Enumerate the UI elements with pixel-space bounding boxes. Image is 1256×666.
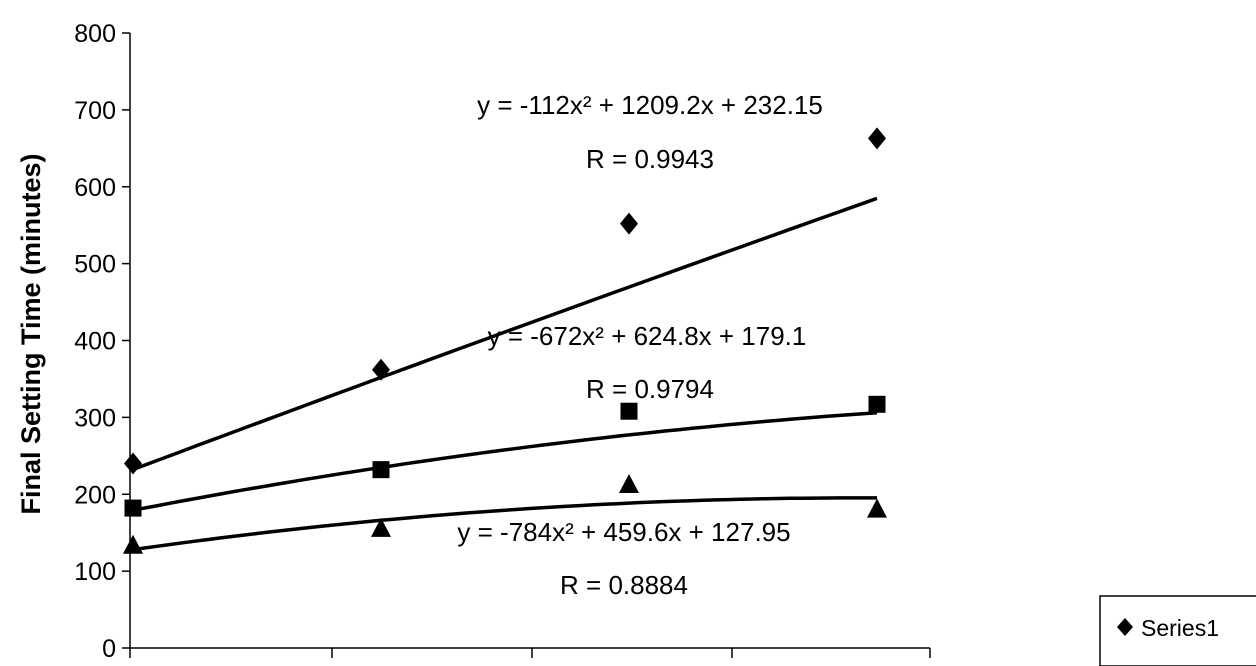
data-point-diamond	[620, 212, 638, 235]
markers	[123, 127, 887, 554]
y-tick-label: 200	[74, 481, 116, 509]
data-point-square	[868, 395, 886, 413]
trendlines	[132, 196, 878, 552]
legend-label-series1: Series1	[1141, 615, 1219, 641]
y-tick-label: 600	[74, 174, 116, 202]
data-point-diamond	[868, 127, 886, 150]
trendline-r-value-2: R = 0.9794	[586, 374, 714, 404]
trendline-1	[132, 196, 878, 472]
trendline-equations: y = -112x² + 1209.2x + 232.15 R = 0.9943 y…	[457, 90, 822, 600]
legend-diamond-icon	[1117, 618, 1133, 636]
data-point-triangle	[123, 534, 143, 554]
trendline-equation-2: y = -672x² + 624.8x + 179.1	[488, 321, 807, 351]
y-tick-label: 100	[74, 558, 116, 586]
data-point-square	[124, 499, 142, 517]
y-axis-label: Final Setting Time (minutes)	[16, 153, 46, 514]
trendline-equation-1: y = -112x² + 1209.2x + 232.15	[477, 90, 823, 120]
y-tick-label: 500	[74, 251, 116, 279]
data-point-triangle	[371, 517, 391, 537]
y-tick-label: 700	[74, 97, 116, 125]
data-point-diamond	[124, 452, 142, 475]
y-tick-label: 400	[74, 328, 116, 356]
y-tick-label: 800	[74, 20, 116, 48]
data-point-square	[372, 461, 390, 479]
trendline-3	[132, 496, 877, 552]
axes: 0 100 200 300 400 500 600 700 800	[74, 20, 931, 663]
trendline-2	[132, 410, 878, 513]
trendline-equation-3: y = -784x² + 459.6x + 127.95	[457, 517, 790, 547]
data-point-diamond	[372, 358, 390, 381]
data-point-triangle	[867, 498, 887, 518]
y-tick-label: 0	[102, 635, 116, 663]
data-point-square	[620, 402, 638, 420]
data-point-triangle	[619, 474, 639, 494]
legend: Series1	[1099, 595, 1256, 666]
y-tick-label: 300	[74, 404, 116, 432]
trendline-r-value-1: R = 0.9943	[586, 144, 714, 174]
trendline-r-value-3: R = 0.8884	[560, 570, 688, 600]
